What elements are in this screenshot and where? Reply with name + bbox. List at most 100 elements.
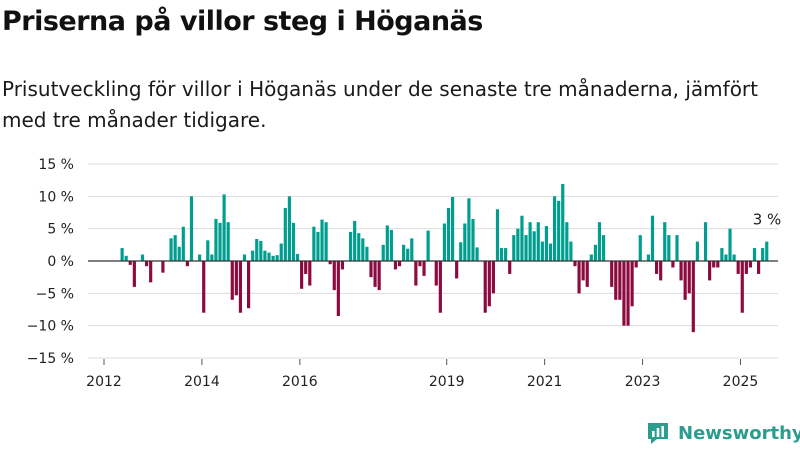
bar xyxy=(630,261,634,307)
newsworthy-logo-icon xyxy=(648,423,668,444)
bar xyxy=(149,261,153,283)
bar xyxy=(393,261,398,270)
bar xyxy=(353,220,357,261)
bar xyxy=(634,261,638,268)
bar xyxy=(679,261,683,281)
bar xyxy=(365,246,369,261)
bar xyxy=(495,209,500,261)
bar xyxy=(487,261,491,307)
bar xyxy=(724,254,728,261)
bar xyxy=(177,246,181,261)
x-tick-label: 2023 xyxy=(625,374,661,390)
bar xyxy=(536,222,540,261)
bar xyxy=(508,261,512,274)
bar xyxy=(402,244,406,261)
bar xyxy=(740,261,744,313)
bar xyxy=(283,207,287,261)
bar xyxy=(622,261,626,326)
bar xyxy=(626,261,630,326)
bar xyxy=(238,261,243,313)
bar xyxy=(765,241,769,261)
x-tick-label: 2021 xyxy=(527,374,563,390)
bar xyxy=(544,226,549,261)
bar xyxy=(161,261,165,273)
bar xyxy=(614,261,618,300)
bar xyxy=(128,261,132,265)
bar xyxy=(610,261,614,287)
x-tick-label: 2012 xyxy=(86,374,122,390)
bar xyxy=(499,248,504,261)
bar xyxy=(120,248,124,261)
bar xyxy=(463,223,467,261)
bar xyxy=(426,230,430,261)
bar xyxy=(124,255,128,261)
bar xyxy=(300,261,304,289)
bar xyxy=(646,254,651,261)
bar xyxy=(736,261,740,274)
bar xyxy=(520,215,524,261)
bar xyxy=(275,255,279,261)
bar xyxy=(728,228,732,261)
bar xyxy=(234,261,238,296)
y-axis: 15 % 10 % 5 % 0 % −5 % −10 % −15 % xyxy=(27,157,74,367)
bar xyxy=(251,250,255,261)
y-tick-label: 5 % xyxy=(47,222,74,238)
bar xyxy=(304,261,308,274)
bar xyxy=(573,261,577,267)
bar xyxy=(491,261,495,294)
bar xyxy=(242,254,247,261)
bar xyxy=(655,261,659,274)
bar xyxy=(320,219,324,261)
bar xyxy=(675,235,679,261)
bar xyxy=(455,261,459,279)
bar xyxy=(312,226,316,261)
bar xyxy=(406,248,410,261)
bar xyxy=(561,184,565,261)
bar xyxy=(548,243,553,261)
newsworthy-logo[interactable]: Newsworthy xyxy=(645,420,800,446)
bar xyxy=(446,207,451,261)
grid-lines xyxy=(88,163,778,359)
bar xyxy=(475,247,479,261)
bar xyxy=(659,261,663,281)
bar xyxy=(761,248,765,261)
bar xyxy=(708,261,712,281)
x-tick-label: 2014 xyxy=(184,374,220,390)
bar xyxy=(279,243,283,261)
bar xyxy=(557,200,561,261)
chart-subtitle: Prisutveckling för villor i Höganäs unde… xyxy=(2,77,758,132)
bar xyxy=(720,248,724,261)
bar xyxy=(687,261,691,294)
bar xyxy=(349,231,353,261)
bar xyxy=(373,261,377,287)
y-tick-label: −15 % xyxy=(27,351,74,367)
y-tick-label: −10 % xyxy=(27,319,74,335)
bar xyxy=(683,261,687,300)
y-tick-label: 10 % xyxy=(38,189,74,205)
bar xyxy=(581,261,585,281)
chart-title: Priserna på villor steg i Höganäs xyxy=(2,6,483,37)
bar xyxy=(524,235,528,261)
bar xyxy=(145,261,149,267)
bar xyxy=(540,241,544,261)
bars xyxy=(120,184,769,333)
bar xyxy=(328,261,332,265)
bar xyxy=(361,238,365,261)
bar xyxy=(181,226,185,261)
bar xyxy=(202,261,206,313)
bar xyxy=(569,241,573,261)
bar xyxy=(585,261,589,287)
bar xyxy=(512,235,516,261)
bar xyxy=(173,235,177,261)
bar xyxy=(324,222,328,261)
bar xyxy=(732,254,736,261)
bar xyxy=(618,261,622,300)
bar xyxy=(744,261,748,274)
bar xyxy=(601,235,606,261)
bar xyxy=(198,254,202,261)
bar xyxy=(185,261,189,267)
bar xyxy=(748,261,753,268)
bar xyxy=(451,196,455,261)
bar xyxy=(308,261,312,286)
bar xyxy=(752,248,757,261)
